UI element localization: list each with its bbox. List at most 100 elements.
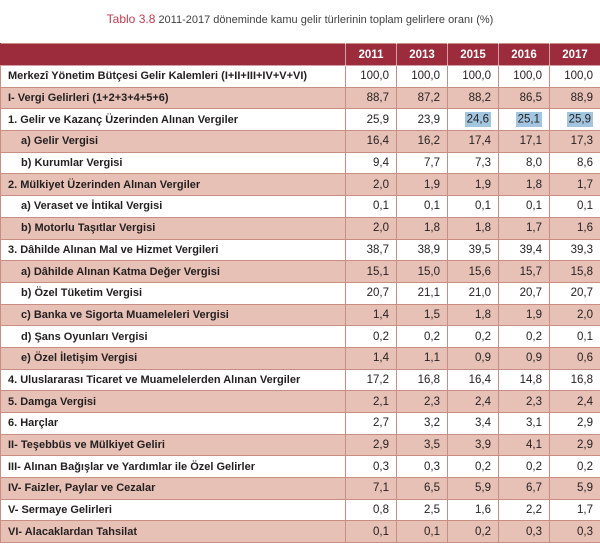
value-cell: 5,9 [447,477,499,500]
value: 100,0 [411,70,440,83]
value: 88,9 [570,92,593,105]
value: 6,5 [424,482,440,495]
value-cell: 2,0 [345,216,397,240]
value-cell: 2,9 [549,412,600,435]
table-row: c) Banka ve Sigorta Muameleleri Vergisi 1… [0,303,600,327]
table-row: III- Alınan Bağışlar ve Yardımlar ile Öz… [0,455,600,479]
value-cell: 0,1 [498,195,550,218]
value: 0,3 [424,460,440,473]
value: 0,1 [424,200,440,213]
row-label: 5. Damga Vergisi [0,390,346,413]
value-cell: 0,3 [345,455,397,479]
value-cell: 25,9 [345,108,397,132]
value-cell: 6,5 [396,477,448,500]
value: 17,4 [468,135,491,148]
value: 1,9 [475,178,491,191]
row-label: a) Dâhilde Alınan Katma Değer Vergisi [0,260,346,283]
value: 5,9 [475,482,491,495]
value-cell: 38,7 [345,238,397,262]
value: 16,2 [417,135,440,148]
value-cell: 0,2 [447,325,499,348]
value-cell: 16,8 [396,368,448,392]
value-cell: 15,1 [345,260,397,283]
value-cell: 7,3 [447,151,499,175]
value: 1,6 [475,504,491,517]
value: 1,8 [424,222,440,235]
value: 2,5 [424,504,440,517]
table-row: 1. Gelir ve Kazanç Üzerinden Alınan Verg… [0,108,600,132]
value: 38,9 [417,243,440,256]
table-row: a) Gelir Vergisi 16,4 16,2 17,4 17,1 17,3 [0,130,600,153]
value: 1,8 [475,222,491,235]
row-label: 1. Gelir ve Kazanç Üzerinden Alınan Verg… [0,108,346,132]
value: 15,8 [570,265,593,278]
row-label: II- Teşebbüs ve Mülkiyet Geliri [0,433,346,457]
table-row: II- Teşebbüs ve Mülkiyet Geliri 2,9 3,5 3,9… [0,433,600,457]
value: 4,1 [526,439,542,452]
value: 2,4 [475,395,491,408]
value-cell: 5,9 [549,477,600,500]
value: 88,7 [366,92,389,105]
row-label: b) Özel Tüketim Vergisi [0,281,346,305]
value-cell: 88,2 [447,86,499,110]
table-title-text: 2011-2017 döneminde kamu gelir türlerini… [158,14,494,26]
value: 16,8 [570,373,593,386]
value: 2,4 [577,395,593,408]
value-cell: 0,9 [498,346,550,370]
value-cell: 100,0 [447,65,499,88]
table-row: b) Motorlu Taşıtlar Vergisi 2,0 1,8 1,8 1,7 1… [0,216,600,240]
value: 15,7 [519,265,542,278]
value: 17,3 [570,135,593,148]
value: 88,2 [468,92,491,105]
value: 38,7 [366,243,389,256]
table-title: Tablo 3.8 2011-2017 döneminde kamu gelir… [0,0,600,27]
value-cell: 1,1 [396,346,448,370]
value-cell: 1,8 [447,216,499,240]
row-label: c) Banka ve Sigorta Muameleleri Vergisi [0,303,346,327]
value-cell: 3,5 [396,433,448,457]
value-cell: 3,4 [447,412,499,435]
value: 8,6 [577,157,593,170]
value: 100,0 [462,70,491,83]
value: 0,1 [526,200,542,213]
value-cell: 0,3 [498,520,550,544]
value-cell: 6,7 [498,477,550,500]
table-row: VI- Alacaklardan Tahsilat 0,1 0,1 0,2 0,3 0,3 [0,520,600,544]
value-cell: 21,0 [447,281,499,305]
value: 7,7 [424,157,440,170]
value: 8,0 [526,157,542,170]
value-cell: 100,0 [498,65,550,88]
value-cell: 1,6 [549,216,600,240]
label-column-header [0,43,346,66]
value: 0,1 [373,200,389,213]
row-label: 6. Harçlar [0,412,346,435]
value: 23,9 [417,113,440,126]
table-row: 3. Dâhilde Alınan Mal ve Hizmet Vergiler… [0,238,600,262]
value-cell: 24,6 [447,108,499,132]
value: 39,5 [468,243,491,256]
value-cell: 2,5 [396,498,448,522]
value-cell: 2,7 [345,412,397,435]
year-header: 2011 [345,43,397,66]
value-cell: 3,1 [498,412,550,435]
table-row: b) Özel Tüketim Vergisi 20,7 21,1 21,0 20,7 2… [0,281,600,305]
value-cell: 14,8 [498,368,550,392]
value: 39,3 [570,243,593,256]
value: 0,2 [373,330,389,343]
value-cell: 15,6 [447,260,499,283]
value-cell: 1,9 [498,303,550,327]
value: 0,9 [475,352,491,365]
value: 3,1 [526,417,542,430]
value-cell: 17,2 [345,368,397,392]
row-label: 3. Dâhilde Alınan Mal ve Hizmet Vergiler… [0,238,346,262]
value: 16,4 [366,135,389,148]
value-cell: 2,2 [498,498,550,522]
value-cell: 39,5 [447,238,499,262]
value: 1,7 [577,504,593,517]
value: 20,7 [519,287,542,300]
value-cell: 88,9 [549,86,600,110]
value-cell: 0,1 [345,195,397,218]
row-label: VI- Alacaklardan Tahsilat [0,520,346,544]
value: 0,9 [526,352,542,365]
